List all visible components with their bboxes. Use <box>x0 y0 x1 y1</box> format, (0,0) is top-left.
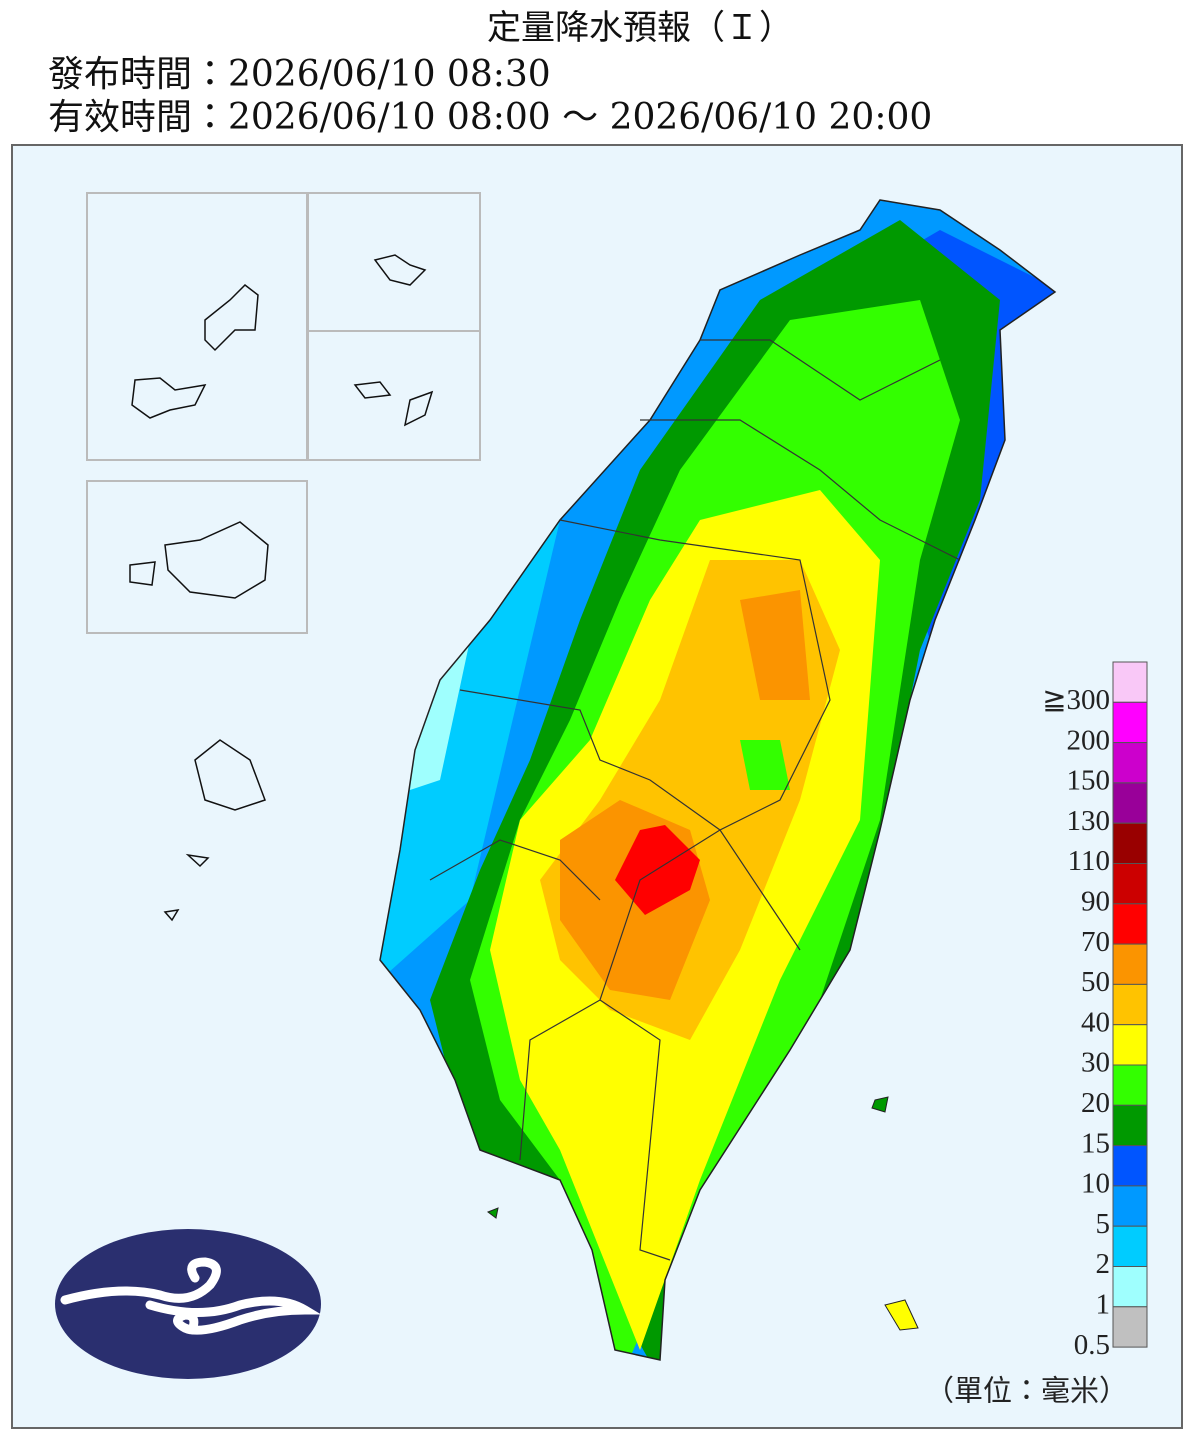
liuqiu-island <box>486 1207 499 1219</box>
legend-label: 200 <box>1067 724 1111 756</box>
legend-swatch <box>1112 742 1148 784</box>
legend-label: 2 <box>1096 1248 1111 1280</box>
county-borders <box>429 339 961 1261</box>
legend-swatch <box>1112 1024 1148 1066</box>
legend-swatch <box>1112 1145 1148 1187</box>
legend-swatch <box>1112 943 1148 985</box>
taiwan-outline <box>379 199 1057 1361</box>
cwa-logo <box>55 1229 322 1379</box>
legend-swatch <box>1112 701 1148 744</box>
legend-label: 150 <box>1067 765 1111 797</box>
legend-label: 1 <box>1096 1288 1111 1320</box>
legend-swatch <box>1112 1064 1148 1106</box>
legend-swatch <box>1112 863 1148 905</box>
legend-label: 50 <box>1081 966 1110 998</box>
legend-label: 30 <box>1081 1047 1110 1079</box>
legend-unit: （單位：毫米） <box>925 1375 1128 1408</box>
valid-time: 有效時間：2026/06/10 08:00 ～ 2026/06/10 20:00 <box>48 97 932 138</box>
legend-swatch <box>1112 1266 1148 1308</box>
legend-label: 20 <box>1081 1087 1110 1119</box>
green-island <box>871 1096 889 1113</box>
legend-label: ≧300 <box>1042 684 1110 716</box>
legend-swatch <box>1112 782 1148 824</box>
legend-swatch <box>1112 1185 1148 1227</box>
legend-swatch <box>1112 903 1148 945</box>
legend-swatch <box>1112 661 1148 703</box>
legend-swatch <box>1112 1225 1148 1267</box>
islands <box>129 254 434 922</box>
legend-swatch <box>1112 983 1148 1026</box>
legend: ≧300 200 150 130 110 90 70 50 40 30 20 15 10 5 2 1 0.5 <box>1042 661 1148 1361</box>
legend-swatch <box>1112 822 1148 865</box>
legend-label: 0.5 <box>1074 1329 1110 1361</box>
legend-label: 70 <box>1081 926 1110 958</box>
title: 定量降水預報（Ｉ） <box>487 8 793 48</box>
legend-label: 10 <box>1081 1168 1110 1200</box>
legend-label: 15 <box>1081 1127 1110 1159</box>
legend-swatch <box>1112 1306 1148 1348</box>
legend-swatch <box>1112 1104 1148 1147</box>
inset-boxes <box>86 192 481 634</box>
legend-label: 130 <box>1067 805 1111 837</box>
legend-label: 110 <box>1068 845 1110 877</box>
legend-label: 40 <box>1081 1006 1110 1038</box>
issue-time: 發布時間：2026/06/10 08:30 <box>48 54 551 95</box>
legend-label: 90 <box>1081 885 1110 917</box>
orchid-island <box>884 1299 919 1331</box>
legend-label: 5 <box>1096 1208 1111 1240</box>
